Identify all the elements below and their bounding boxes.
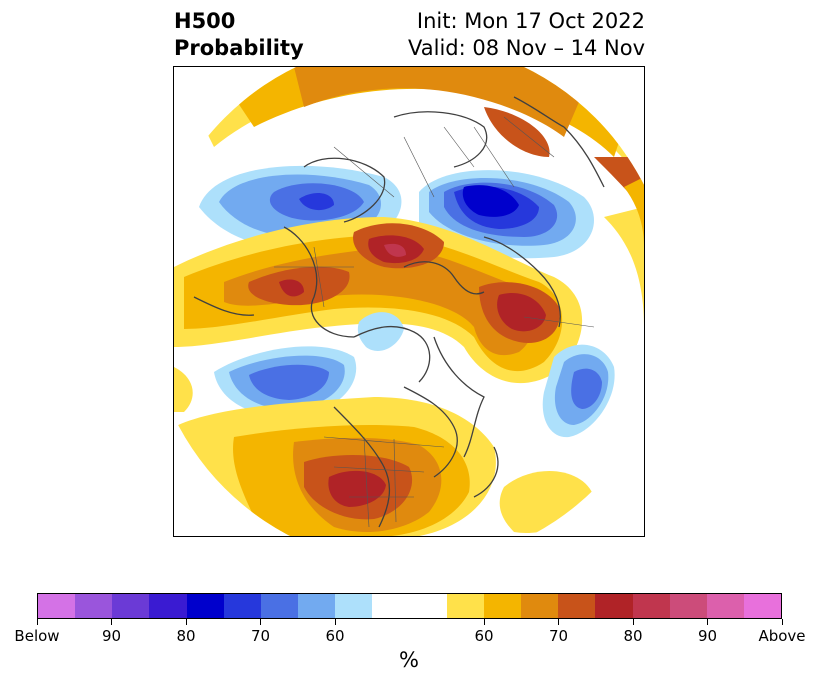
colorbar-tick: [260, 619, 261, 625]
title-product: Probability: [174, 36, 304, 60]
colorbar-cell: [743, 594, 782, 618]
map-canvas: [174, 67, 644, 536]
contour-na-a80: [328, 470, 386, 507]
colorbar-cell: [595, 594, 633, 618]
colorbar-tick: [781, 619, 783, 625]
colorbar-tick: [185, 619, 187, 625]
contour-right-a65: [624, 177, 644, 247]
colorbar-cell: [38, 594, 76, 618]
contour-blueA-75: [299, 193, 334, 211]
contour-top-a75: [484, 107, 550, 157]
colorbar-tick-label: 60: [474, 627, 494, 645]
colorbar-cell: [706, 594, 744, 618]
colorbar-tick-label: 60: [325, 627, 345, 645]
colorbar-tick: [334, 619, 336, 625]
title-left: H500 Probability: [174, 8, 304, 62]
colorbar-cell: [335, 594, 373, 618]
colorbar-cell: [298, 594, 336, 618]
contour-na-a60b: [499, 470, 594, 533]
colorbar-tick: [111, 619, 112, 625]
colorbar-cell: [186, 594, 224, 618]
title-right: Init: Mon 17 Oct 2022 Valid: 08 Nov – 14…: [408, 8, 645, 62]
colorbar-tick-label: Below: [14, 627, 60, 645]
contour-na-a60c: [174, 367, 193, 412]
contour-blueC-60b: [357, 312, 404, 351]
colorbar-cell: [260, 594, 299, 618]
colorbar-tick: [36, 619, 38, 625]
colorbar-cell: [521, 594, 559, 618]
colorbar-cell: [112, 594, 150, 618]
colorbar-cell: [149, 594, 187, 618]
contour-blueC-70: [249, 364, 329, 400]
borders: [274, 116, 595, 528]
colorbar-tick-label: 70: [250, 627, 271, 645]
valid-range: Valid: 08 Nov – 14 Nov: [408, 36, 645, 60]
contour-band-a80c: [279, 279, 304, 297]
colorbar-tick-label: 90: [697, 627, 718, 645]
colorbar-tick: [632, 619, 634, 625]
colorbar-tick-label: 70: [548, 627, 569, 645]
contour-blueB-80: [462, 185, 519, 217]
contour-top-a75b: [594, 157, 644, 212]
contour-band-a80b: [497, 293, 546, 332]
map-disk: [174, 67, 644, 536]
colorbar-unit-label: %: [399, 648, 419, 672]
contour-blueD-70: [571, 368, 602, 409]
colorbar-tick: [483, 619, 485, 625]
colorbar-cell: [75, 594, 113, 618]
title-variable: H500: [174, 9, 236, 33]
colorbar-cell: [632, 594, 670, 618]
init-date: Init: Mon 17 Oct 2022: [416, 9, 645, 33]
colorbar-cell: [446, 594, 484, 618]
colorbar: [37, 593, 782, 619]
colorbar-cell: [223, 594, 261, 618]
colorbar-tick-label: 90: [101, 627, 122, 645]
colorbar-tick-label: 80: [623, 627, 643, 645]
colorbar-tick: [558, 619, 559, 625]
contour-band-a85: [384, 243, 406, 257]
colorbar-cell: [669, 594, 707, 618]
colorbar-tick: [707, 619, 708, 625]
colorbar-cell: [483, 594, 522, 618]
colorbar-cell: [372, 594, 410, 618]
colorbar-cell: [409, 594, 447, 618]
colorbar-cell: [558, 594, 596, 618]
colorbar-tick-label: 80: [176, 627, 196, 645]
contour-top-a70: [294, 67, 594, 137]
colorbar-tick-label: Above: [758, 627, 806, 645]
coastlines: [193, 96, 605, 528]
contour-right-a60: [604, 207, 644, 327]
probability-map: [173, 66, 645, 537]
